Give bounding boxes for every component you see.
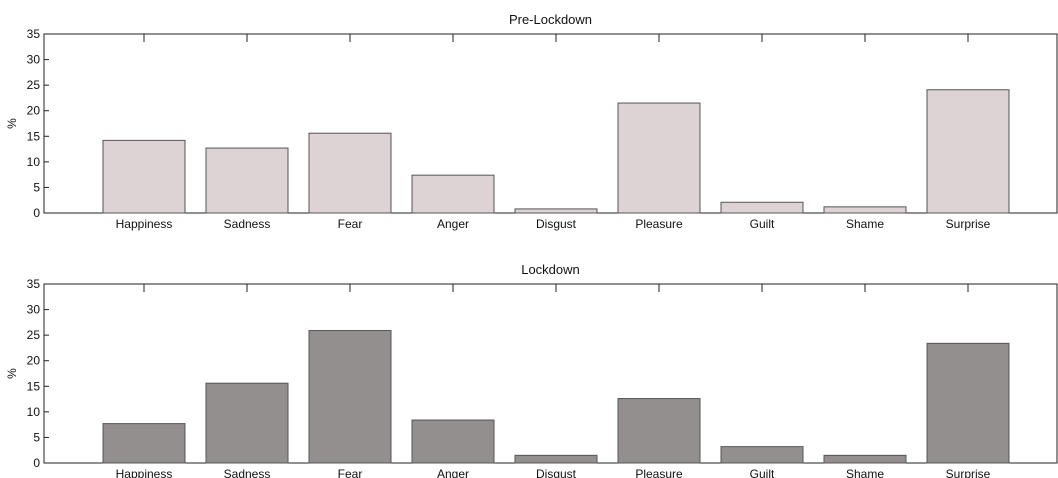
x-tick-label: Anger (437, 217, 469, 231)
x-tick-label: Disgust (536, 467, 577, 478)
x-tick-label: Anger (437, 467, 469, 478)
bar-anger (411, 419, 495, 464)
bar-shame (823, 454, 907, 464)
x-tick-label: Pleasure (635, 217, 683, 231)
y-tick-label: 35 (27, 277, 41, 291)
bar-guilt (720, 201, 804, 214)
bar-sadness (205, 147, 289, 214)
y-tick-labels: 0 5 10 15 20 25 30 35 (27, 277, 41, 470)
x-tick-label: Guilt (750, 467, 775, 478)
x-tick-labels: Happiness Sadness Fear Anger Disgust Pleasure… (116, 467, 991, 478)
bar-shame (823, 206, 907, 214)
y-tick-label: 0 (33, 456, 40, 470)
x-tick-label: Sadness (224, 467, 271, 478)
bar-sadness (205, 382, 289, 464)
y-tick-label: 25 (27, 78, 41, 92)
bar-fear (308, 330, 392, 464)
y-tick-label: 15 (27, 129, 41, 143)
bar-surprise (926, 89, 1010, 214)
y-tick-label: 15 (27, 379, 41, 393)
x-tick-label: Happiness (116, 217, 173, 231)
chart-title: Pre-Lockdown (509, 12, 592, 27)
bar-surprise (926, 342, 1010, 464)
x-tick-label: Disgust (536, 217, 577, 231)
y-axis-label: % (5, 368, 19, 379)
y-axis-label: % (5, 118, 19, 129)
y-tick-label: 20 (27, 104, 41, 118)
y-tick-label: 30 (27, 53, 41, 67)
y-tick-label: 20 (27, 354, 41, 368)
y-tick-label: 5 (33, 430, 40, 444)
pre-lockdown-chart: Pre-Lockdown % Happiness Sadness Fear Anger… (5, 12, 1058, 231)
x-tick-label: Fear (338, 467, 363, 478)
bar-happiness (102, 423, 186, 464)
x-tick-label: Shame (846, 217, 884, 231)
axes-box (43, 33, 1058, 214)
x-tick-label: Pleasure (635, 467, 683, 478)
x-tick-label: Shame (846, 467, 884, 478)
bar-disgust (514, 208, 598, 214)
y-tick-label: 10 (27, 155, 41, 169)
x-tick-label: Surprise (946, 467, 991, 478)
chart-title: Lockdown (521, 262, 580, 277)
y-tick-label: 30 (27, 303, 41, 317)
bar-pleasure (617, 102, 701, 214)
axes (43, 283, 1058, 464)
y-tick-label: 25 (27, 328, 41, 342)
bar-fear (308, 132, 392, 214)
bars (102, 89, 1010, 214)
x-tick-labels: Happiness Sadness Fear Anger Disgust Pleasure… (116, 217, 991, 231)
bar-anger (411, 174, 495, 214)
x-tick-label: Surprise (946, 217, 991, 231)
y-tick-labels: 0 5 10 15 20 25 30 35 (27, 27, 41, 220)
bar-happiness (102, 139, 186, 214)
lockdown-chart: Lockdown % Happiness Sadness Fear Anger Disg… (5, 262, 1058, 478)
y-tick-label: 5 (33, 180, 40, 194)
bar-pleasure (617, 398, 701, 464)
x-tick-label: Happiness (116, 467, 173, 478)
y-tick-label: 10 (27, 405, 41, 419)
bar-disgust (514, 454, 598, 464)
axes (43, 33, 1058, 214)
axes-box (43, 283, 1058, 464)
y-tick-label: 35 (27, 27, 41, 41)
x-tick-label: Guilt (750, 217, 775, 231)
y-tick-label: 0 (33, 206, 40, 220)
x-tick-label: Sadness (224, 217, 271, 231)
bar-guilt (720, 446, 804, 464)
x-tick-label: Fear (338, 217, 363, 231)
bars (102, 330, 1010, 464)
